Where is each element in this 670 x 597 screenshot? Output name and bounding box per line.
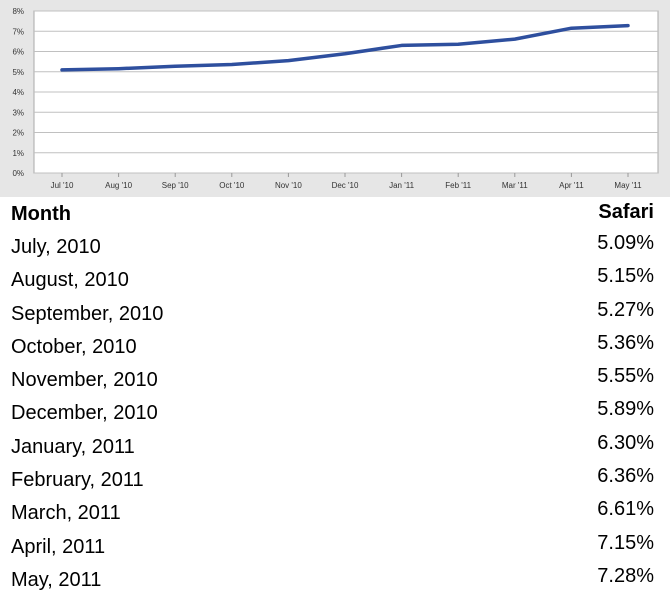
series-layer <box>60 23 630 72</box>
x-tick-label: Oct '10 <box>219 181 245 190</box>
month-column-header: Month <box>11 203 71 225</box>
month-cell: July, 2010 <box>11 236 101 258</box>
month-cell: December, 2010 <box>11 402 158 425</box>
x-tick-label: Apr '11 <box>559 181 584 190</box>
x-tick-label: Sep '10 <box>162 181 189 190</box>
x-tick-label: Feb '11 <box>445 181 471 190</box>
x-tick-label: Jul '10 <box>51 181 74 190</box>
safari-share-cell: 6.36% <box>597 465 654 488</box>
data-point <box>60 68 64 72</box>
month-cell: September, 2010 <box>11 302 164 325</box>
y-tick-label: 4% <box>12 88 24 97</box>
data-point <box>626 24 630 27</box>
safari-share-cell: 5.89% <box>597 398 654 421</box>
data-point <box>117 67 120 70</box>
month-cell: November, 2010 <box>11 369 158 392</box>
data-point <box>287 59 290 62</box>
safari-share-cell: 5.27% <box>597 298 654 321</box>
month-cell: April, 2011 <box>11 535 106 558</box>
safari-share-cell: 5.55% <box>597 365 654 388</box>
table-row: January, 2011 6.30% <box>0 430 670 463</box>
safari-share-cell: 5.09% <box>597 232 654 254</box>
data-point <box>174 65 177 68</box>
table-row: April, 2011 7.15% <box>0 530 670 563</box>
y-tick-label: 3% <box>12 108 24 117</box>
safari-share-cell: 5.36% <box>597 331 654 354</box>
table-row: July, 2010 5.09% <box>0 230 670 263</box>
x-tick-label: May '11 <box>614 181 642 190</box>
month-cell: October, 2010 <box>11 335 137 358</box>
month-cell: May, 2011 <box>11 568 102 591</box>
x-tick-label: Mar '11 <box>502 181 528 190</box>
grid-lines <box>34 10 658 174</box>
x-tick-label: Aug '10 <box>105 181 132 190</box>
y-tick-label: 8% <box>12 7 24 16</box>
data-point <box>457 43 460 46</box>
table-row: August, 2010 5.15% <box>0 263 670 296</box>
table-row: May, 2011 7.28% <box>0 563 670 596</box>
safari-share-cell: 6.61% <box>597 498 654 521</box>
table-row: December, 2010 5.89% <box>0 396 670 429</box>
data-point <box>230 63 233 66</box>
month-cell: January, 2011 <box>11 435 135 458</box>
y-tick-label: 1% <box>12 149 24 158</box>
x-tick-label: Dec '10 <box>332 181 359 190</box>
safari-share-cell: 7.28% <box>597 564 654 587</box>
table-row: February, 2011 6.36% <box>0 463 670 496</box>
month-cell: March, 2011 <box>11 502 121 525</box>
table-row: October, 2010 5.36% <box>0 330 670 363</box>
data-point <box>400 44 403 47</box>
table-header: Month Safari <box>0 197 670 230</box>
y-tick-label: 2% <box>12 129 24 138</box>
month-cell: February, 2011 <box>11 469 144 492</box>
y-axis-ticks: 0% 1% 2% 3% 4% 5% 6% 7% 8% <box>12 7 24 178</box>
line-chart: 0% 1% 2% 3% 4% 5% 6% 7% 8% Jul '10 Aug '10 Sep '10… <box>12 7 659 190</box>
x-tick-label: Jan '11 <box>389 181 415 190</box>
chart-panel: 0% 1% 2% 3% 4% 5% 6% 7% 8% Jul '10 Aug '10 Sep '10… <box>0 0 670 197</box>
table-row: September, 2010 5.27% <box>0 297 670 330</box>
safari-column-header: Safari <box>598 201 654 223</box>
data-table: July, 2010 5.09% August, 2010 5.15% Septembe… <box>0 230 670 596</box>
data-point <box>570 27 573 30</box>
y-tick-label: 6% <box>12 48 24 57</box>
table-row: November, 2010 5.55% <box>0 363 670 396</box>
safari-share-cell: 7.15% <box>597 531 654 554</box>
y-tick-label: 0% <box>12 169 24 178</box>
x-axis-ticks: Jul '10 Aug '10 Sep '10 Oct '10 Nov '10 Dec '… <box>51 173 642 190</box>
y-tick-label: 5% <box>12 68 24 77</box>
table-row: March, 2011 6.61% <box>0 496 670 529</box>
data-point <box>343 52 347 55</box>
x-tick-label: Nov '10 <box>275 181 302 190</box>
data-point <box>513 37 516 41</box>
y-tick-label: 7% <box>12 27 24 36</box>
month-cell: August, 2010 <box>11 269 129 292</box>
safari-share-cell: 6.30% <box>597 431 654 454</box>
safari-share-cell: 5.15% <box>597 265 654 288</box>
